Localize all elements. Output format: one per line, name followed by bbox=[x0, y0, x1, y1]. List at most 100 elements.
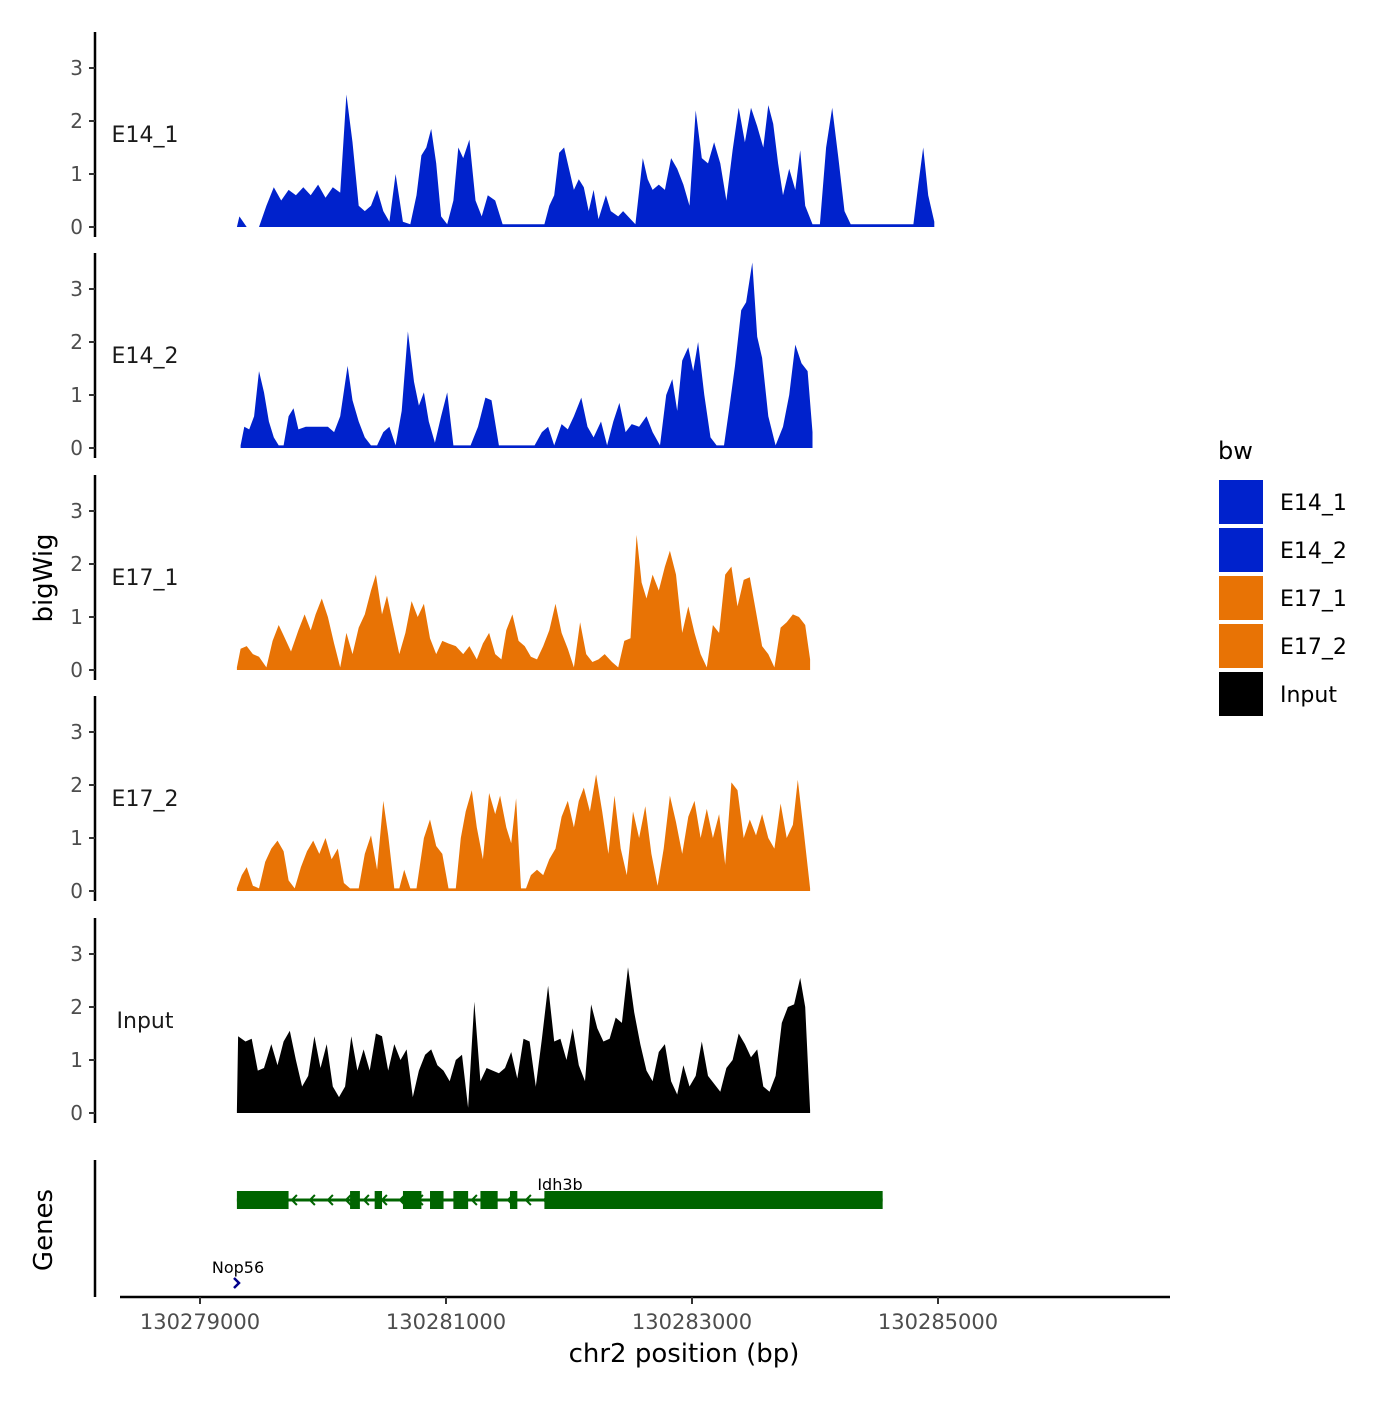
y-tick-label: 1 bbox=[70, 162, 83, 186]
signal-area bbox=[236, 94, 935, 227]
strand-arrow bbox=[380, 1194, 388, 1206]
strand-arrow bbox=[452, 1194, 460, 1206]
strand-arrow bbox=[470, 1194, 478, 1206]
legend-item-e17_1: E17_1 bbox=[1219, 576, 1347, 620]
y-tick-label: 1 bbox=[70, 605, 83, 629]
x-tick-label: 130279000 bbox=[140, 1310, 260, 1334]
legend-label: E17_1 bbox=[1280, 587, 1347, 612]
track-panel-e17_2: 0 1 2 3 E17_2 bbox=[70, 696, 811, 903]
strand-arrow bbox=[398, 1194, 406, 1206]
strand-arrow bbox=[416, 1194, 424, 1206]
track-label: Input bbox=[117, 1009, 174, 1034]
gene-exon bbox=[236, 1191, 289, 1209]
signal-area bbox=[236, 774, 811, 891]
genes-track: Idh3b Nop56 bbox=[93, 1160, 883, 1297]
y-tick-label: 0 bbox=[70, 1101, 83, 1125]
gene-exon bbox=[509, 1191, 518, 1209]
genes-axis-title: Genes bbox=[29, 1189, 59, 1271]
gene-exon bbox=[350, 1191, 360, 1209]
strand-arrow bbox=[632, 1194, 640, 1206]
y-tick-label: 1 bbox=[70, 1048, 83, 1072]
strand-arrow bbox=[560, 1194, 568, 1206]
signal-area bbox=[240, 262, 813, 448]
strand-arrow bbox=[758, 1194, 766, 1206]
strand-arrow bbox=[830, 1194, 838, 1206]
legend-label: E14_1 bbox=[1280, 491, 1347, 516]
gene-mark-nop56 bbox=[233, 1277, 241, 1289]
strand-arrow bbox=[344, 1194, 352, 1206]
strand-arrow bbox=[326, 1194, 334, 1206]
strand-arrow bbox=[308, 1194, 316, 1206]
legend-label: Input bbox=[1280, 683, 1337, 708]
y-tick-label: 2 bbox=[70, 995, 83, 1019]
strand-arrow bbox=[542, 1194, 550, 1206]
strand-arrow bbox=[434, 1194, 442, 1206]
legend-label: E17_2 bbox=[1280, 635, 1347, 660]
y-tick-label: 0 bbox=[70, 215, 83, 239]
y-tick-label: 0 bbox=[70, 658, 83, 682]
gene-exon bbox=[544, 1191, 883, 1209]
legend-title: bw bbox=[1218, 437, 1253, 465]
strand-arrow bbox=[794, 1194, 802, 1206]
legend-item-e14_1: E14_1 bbox=[1219, 480, 1347, 524]
strand-arrow bbox=[740, 1194, 748, 1206]
y-tick-label: 3 bbox=[70, 56, 83, 80]
legend: bw E14_1 E14_2 E17_1 E17_2 Input bbox=[1218, 437, 1347, 716]
track-panel-e14_2: 0 1 2 3 E14_2 bbox=[70, 253, 813, 460]
gene-label-nop56: Nop56 bbox=[212, 1258, 264, 1277]
y-tick-label: 3 bbox=[70, 720, 83, 744]
x-tick-label: 130283000 bbox=[632, 1310, 752, 1334]
track-panel-e17_1: 0 1 2 3 E17_1 bbox=[70, 475, 811, 682]
legend-item-input: Input bbox=[1219, 672, 1337, 716]
strand-arrow bbox=[596, 1194, 604, 1206]
y-tick-label: 0 bbox=[70, 436, 83, 460]
strand-arrow bbox=[812, 1194, 820, 1206]
y-tick-label: 1 bbox=[70, 826, 83, 850]
y-tick-label: 0 bbox=[70, 879, 83, 903]
strand-arrow bbox=[290, 1194, 298, 1206]
strand-arrow bbox=[704, 1194, 712, 1206]
strand-arrow bbox=[848, 1194, 856, 1206]
strand-arrow bbox=[776, 1194, 784, 1206]
legend-item-e17_2: E17_2 bbox=[1219, 624, 1347, 668]
y-tick-label: 2 bbox=[70, 773, 83, 797]
track-label: E17_1 bbox=[112, 566, 179, 591]
signal-area bbox=[236, 967, 811, 1113]
gene-exon bbox=[374, 1191, 383, 1209]
legend-swatch bbox=[1219, 624, 1263, 668]
x-tick-label: 130281000 bbox=[386, 1310, 506, 1334]
legend-item-e14_2: E14_2 bbox=[1219, 528, 1347, 572]
strand-arrow bbox=[578, 1194, 586, 1206]
strand-arrow bbox=[668, 1194, 676, 1206]
strand-arrow bbox=[362, 1194, 370, 1206]
track-label: E14_1 bbox=[112, 123, 179, 148]
track-label: E17_2 bbox=[112, 787, 179, 812]
y-tick-label: 3 bbox=[70, 499, 83, 523]
x-tick-label: 130285000 bbox=[878, 1310, 998, 1334]
strand-arrow bbox=[686, 1194, 694, 1206]
track-panel-input: 0 1 2 3 Input bbox=[70, 918, 811, 1125]
legend-swatch bbox=[1219, 672, 1263, 716]
gene-label-idh3b: Idh3b bbox=[537, 1175, 582, 1194]
legend-label: E14_2 bbox=[1280, 539, 1347, 564]
x-axis-title: chr2 position (bp) bbox=[569, 1339, 800, 1369]
strand-arrow bbox=[488, 1194, 496, 1206]
legend-swatch bbox=[1219, 480, 1263, 524]
strand-arrow bbox=[650, 1194, 658, 1206]
strand-arrow bbox=[524, 1194, 532, 1206]
track-label: E14_2 bbox=[112, 344, 179, 369]
track-panel-e14_1: 0 1 2 3 E14_1 bbox=[70, 32, 935, 239]
x-axis: 130279000 130281000 130283000 130285000 bbox=[120, 1295, 1170, 1334]
y-tick-label: 3 bbox=[70, 942, 83, 966]
y-tick-label: 1 bbox=[70, 383, 83, 407]
y-tick-label: 2 bbox=[70, 330, 83, 354]
bigwig-tracks: 0 1 2 3 E14_1 0 1 2 3 E14_2 0 1 2 3 E17_1 0 1 2 3 E17_2 0 1 2 3… bbox=[70, 32, 935, 1125]
y-axis-title: bigWig bbox=[29, 533, 59, 622]
strand-arrow bbox=[614, 1194, 622, 1206]
signal-area bbox=[236, 534, 811, 670]
gene-exon bbox=[402, 1191, 422, 1209]
legend-swatch bbox=[1219, 576, 1263, 620]
y-tick-label: 2 bbox=[70, 109, 83, 133]
